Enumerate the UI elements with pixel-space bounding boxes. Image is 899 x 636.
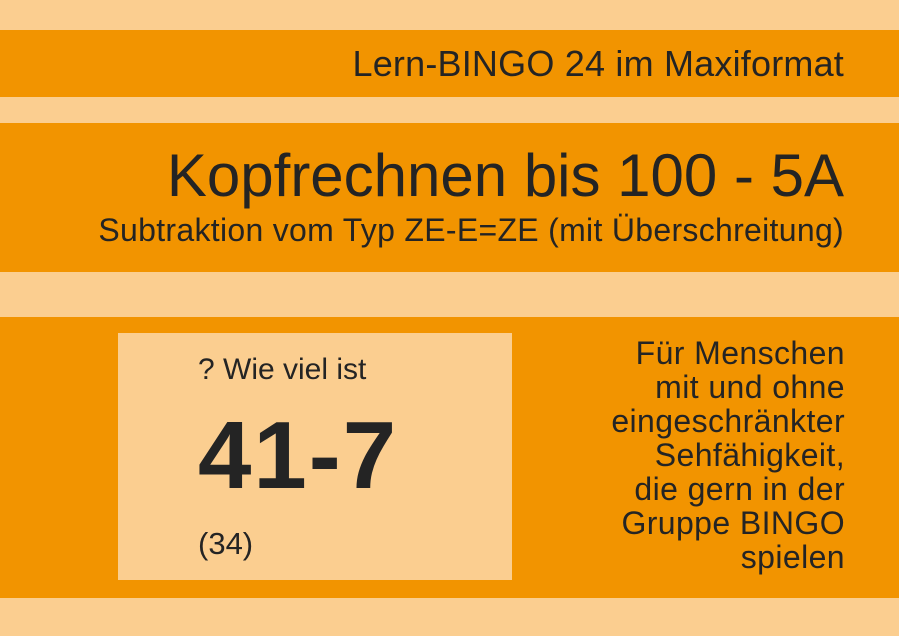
- main-band: ? Wie viel ist 41-7 (34) Für Menschen mi…: [0, 317, 899, 598]
- audience-note-line: spielen: [740, 539, 845, 575]
- stripe-divider-2: [0, 272, 899, 317]
- title-band: Kopfrechnen bis 100 - 5A Subtraktion vom…: [0, 123, 899, 272]
- task-prompt: ? Wie viel ist: [198, 353, 367, 386]
- bottom-stripe: [0, 598, 899, 636]
- audience-note-line: eingeschränkter: [611, 403, 845, 439]
- brand-title: Lern-BINGO 24 im Maxiformat: [352, 42, 844, 84]
- audience-note-line: Für Menschen: [635, 335, 845, 371]
- top-stripe: [0, 0, 899, 30]
- audience-note-line: die gern in der: [634, 471, 845, 507]
- header-band: Lern-BINGO 24 im Maxiformat: [0, 30, 899, 97]
- audience-note-line: mit und ohne: [655, 369, 845, 405]
- task-problem: 41-7: [198, 401, 399, 509]
- audience-note-line: Sehfähigkeit,: [654, 437, 845, 473]
- page-title: Kopfrechnen bis 100 - 5A: [166, 142, 844, 209]
- stripe-divider-1: [0, 97, 899, 123]
- task-card: ? Wie viel ist 41-7 (34): [118, 333, 512, 580]
- task-solution: (34): [198, 525, 254, 561]
- audience-note: Für Menschen mit und ohne eingeschränkte…: [611, 336, 845, 574]
- page-subtitle: Subtraktion vom Typ ZE-E=ZE (mit Übersch…: [98, 211, 844, 248]
- audience-note-line: Gruppe BINGO: [621, 505, 845, 541]
